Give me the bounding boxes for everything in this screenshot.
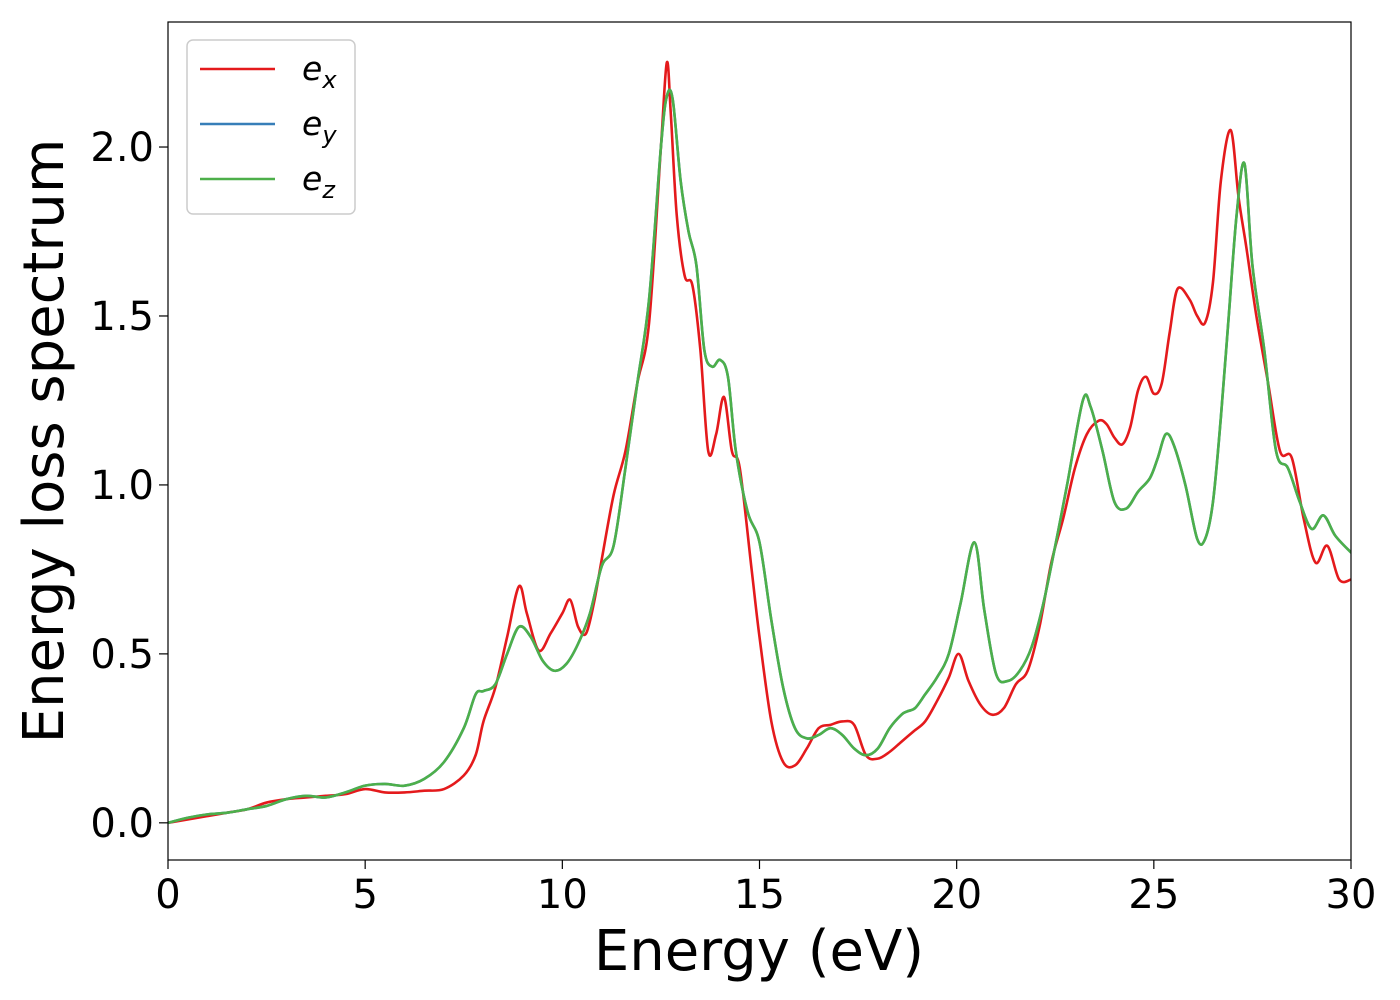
plot-area [168, 22, 1351, 860]
y-tick-label: 0.0 [90, 801, 154, 847]
x-tick-label: 30 [1326, 872, 1377, 918]
x-axis-ticks: 0 5 10 15 20 25 30 [155, 860, 1376, 918]
legend-label: ex [302, 49, 337, 94]
x-tick-label: 0 [155, 872, 180, 918]
x-tick-label: 10 [537, 872, 588, 918]
x-tick-label: 25 [1128, 872, 1179, 918]
y-tick-label: 0.5 [90, 632, 154, 678]
legend-label: ey [302, 104, 337, 149]
x-tick-label: 5 [352, 872, 377, 918]
legend: ex ey ez [186, 39, 356, 215]
y-axis-ticks: 0.0 0.5 1.0 1.5 2.0 [90, 125, 168, 847]
y-axis-label: Energy loss spectrum [12, 139, 77, 744]
series-line-e-x [168, 60, 1351, 825]
y-tick-label: 2.0 [90, 125, 154, 171]
series-line-e-z [168, 88, 1351, 825]
legend-label: ez [302, 159, 336, 204]
series-layer [168, 60, 1351, 825]
y-tick-label: 1.5 [90, 294, 154, 340]
x-axis-label: Energy (eV) [594, 919, 924, 984]
x-tick-label: 15 [734, 872, 785, 918]
y-tick-label: 1.0 [90, 463, 154, 509]
legend-box [186, 39, 356, 215]
x-tick-label: 20 [931, 872, 982, 918]
